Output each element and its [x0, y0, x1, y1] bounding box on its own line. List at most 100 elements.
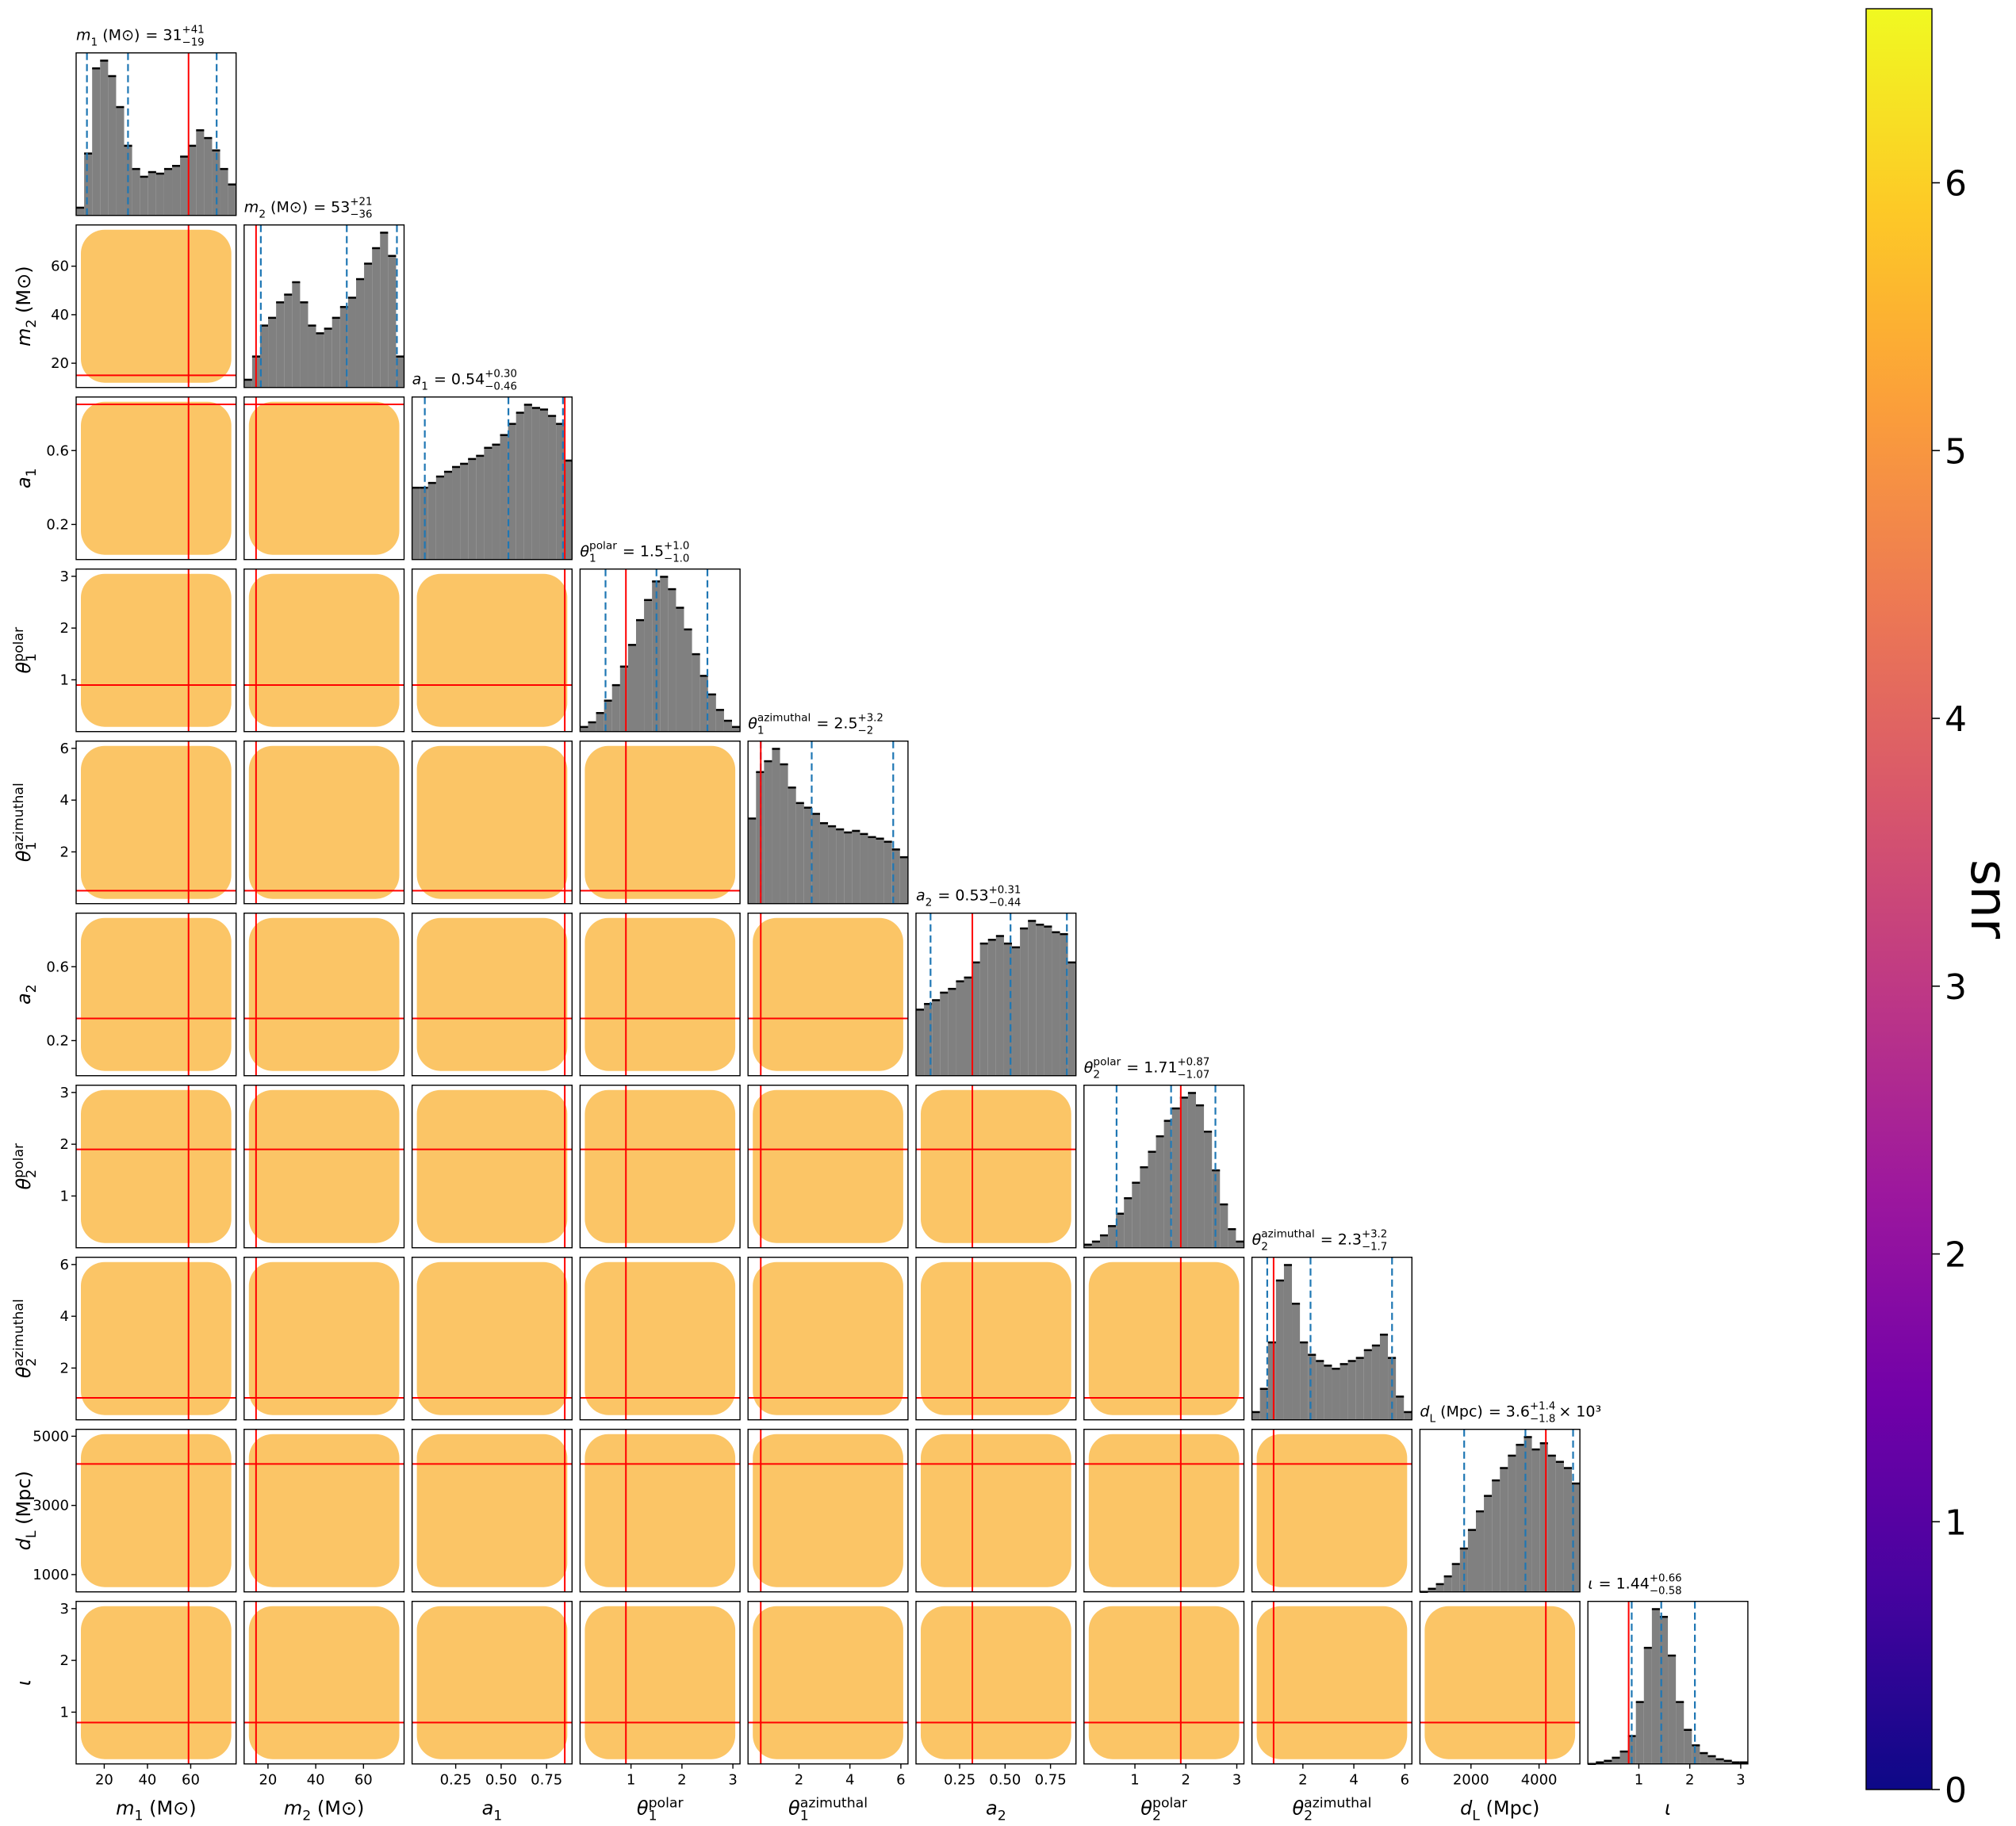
histogram-bar [660, 576, 669, 732]
title-minus: −19 [182, 37, 205, 49]
x-tick-label: 0.25 [440, 1772, 472, 1789]
label-sub: 2 [24, 1358, 40, 1367]
histogram-bar [1659, 1617, 1669, 1764]
x-tick-label: 0.75 [531, 1772, 562, 1789]
histogram-bar [676, 607, 684, 732]
histogram-bar [332, 317, 340, 388]
panel-frame [1083, 1256, 1245, 1421]
label-base: θ [580, 543, 589, 561]
label-sup: azimuthal [1304, 1796, 1371, 1812]
histogram-bar [556, 423, 565, 560]
scatter-cloud [248, 401, 400, 555]
panel-title: θ1polar = 1.5+1.0 −1.0 [580, 540, 689, 565]
histogram-bar [1036, 924, 1044, 1076]
label-sub: 2 [259, 209, 266, 221]
y-axis-label: θ2azimuthal [11, 1299, 40, 1378]
histogram-bar [1283, 1265, 1293, 1420]
histogram-bar [1492, 1480, 1501, 1592]
x-axis-label: m1 (M⊙) [116, 1797, 197, 1824]
label-tail: (M⊙) [266, 199, 308, 216]
scatter-cloud [81, 917, 232, 1071]
x-axis-label: θ2azimuthal [1292, 1796, 1371, 1824]
y-axis-label: m2 (M⊙) [13, 266, 40, 346]
histogram-bar [987, 940, 996, 1076]
histogram-bar [1156, 1136, 1164, 1248]
panel-title: m1 (M⊙) = 31+41 −19 [76, 25, 205, 49]
panel-frame [75, 396, 237, 561]
panel-frame [1083, 1084, 1245, 1249]
x-tick-label: 3 [1232, 1772, 1241, 1789]
label-base: ι [1588, 1575, 1592, 1593]
histogram-bar [492, 444, 500, 560]
histogram-bar [772, 748, 780, 904]
histogram-bar [268, 317, 277, 388]
label-base: m [284, 1797, 302, 1820]
y-tick-label: 40 [51, 307, 69, 323]
histogram-bar [1267, 1342, 1276, 1420]
label-sup: polar [1152, 1796, 1188, 1812]
histogram-bar [868, 836, 876, 904]
histogram-bar [1676, 1702, 1684, 1764]
label-base: a [13, 993, 35, 1005]
x-tick-label: 2 [1182, 1772, 1190, 1789]
histogram-bar [1083, 1244, 1092, 1248]
scatter-cloud [81, 229, 232, 383]
title-minus: −36 [350, 209, 372, 221]
histogram-bar [100, 60, 109, 216]
histogram-bar [1148, 1151, 1156, 1248]
panel-frame [579, 1084, 741, 1249]
histogram-bar [531, 408, 540, 560]
histogram-bar [1723, 1760, 1732, 1764]
histogram-bar [844, 832, 853, 904]
title-value: = 0.54 [434, 371, 485, 389]
histogram-bar [692, 654, 700, 732]
y-tick-label: 2 [60, 1652, 69, 1669]
histogram-bar [116, 107, 125, 216]
y-tick-label: 6 [60, 1257, 69, 1273]
histogram-bar [723, 721, 733, 732]
histogram-bar [276, 302, 285, 388]
histogram-bar [468, 458, 477, 560]
histogram-bar [300, 302, 309, 388]
histogram-bar [316, 333, 324, 388]
scatter-cloud [584, 1261, 736, 1415]
scatter-cloud [416, 1261, 568, 1415]
panel-frame [243, 1428, 405, 1593]
histogram-bar [1020, 928, 1029, 1076]
y-axis-label: θ1polar [11, 626, 40, 674]
y-tick-label: 3000 [33, 1498, 69, 1514]
label-sub: 2 [1152, 1809, 1161, 1824]
label-sub: 2 [1304, 1809, 1313, 1824]
histogram-bar [852, 830, 860, 904]
histogram-bar [284, 294, 293, 388]
colorbar-tick-label: 6 [1945, 164, 1967, 205]
colorbar-tick-label: 4 [1945, 699, 1967, 740]
panel-frame [75, 52, 237, 216]
panel-frame [75, 1256, 237, 1421]
histogram-bar [1179, 1097, 1188, 1248]
histogram-bar [476, 455, 485, 560]
title-minus: −1.07 [1178, 1070, 1210, 1081]
histogram-bar [1555, 1461, 1564, 1592]
histogram-bar [539, 409, 549, 560]
scatter-cloud [248, 573, 400, 727]
histogram-bar [1060, 934, 1068, 1076]
panel-title: θ2azimuthal = 2.3+3.2 −1.7 [1252, 1228, 1388, 1254]
title-plus: +0.31 [989, 885, 1021, 897]
label-base: m [13, 328, 35, 346]
title-value: = 2.5 [816, 715, 857, 733]
title-value: = 1.5 [623, 543, 664, 561]
x-tick-label: 0.50 [989, 1772, 1021, 1789]
histogram-bar [435, 477, 444, 560]
histogram-bar [1379, 1334, 1389, 1420]
histogram-bar [1228, 1229, 1236, 1248]
histogram-bar [995, 936, 1004, 1076]
y-tick-label: 3 [60, 568, 69, 585]
title-value: = 2.3 [1320, 1231, 1362, 1249]
histogram-bar [1500, 1468, 1508, 1592]
panel-frame [75, 1600, 237, 1765]
scatter-cloud [753, 917, 903, 1071]
histogram-bar [1443, 1576, 1452, 1592]
panel-frame [1587, 1600, 1749, 1765]
histogram-bar [795, 802, 804, 904]
